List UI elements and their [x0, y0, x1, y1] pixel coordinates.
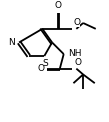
Text: O: O — [74, 58, 81, 67]
Text: O: O — [54, 1, 61, 10]
Text: S: S — [42, 59, 48, 68]
Text: O: O — [73, 18, 80, 27]
Text: NH: NH — [69, 49, 82, 58]
Text: O: O — [37, 64, 44, 73]
Text: N: N — [9, 38, 15, 47]
